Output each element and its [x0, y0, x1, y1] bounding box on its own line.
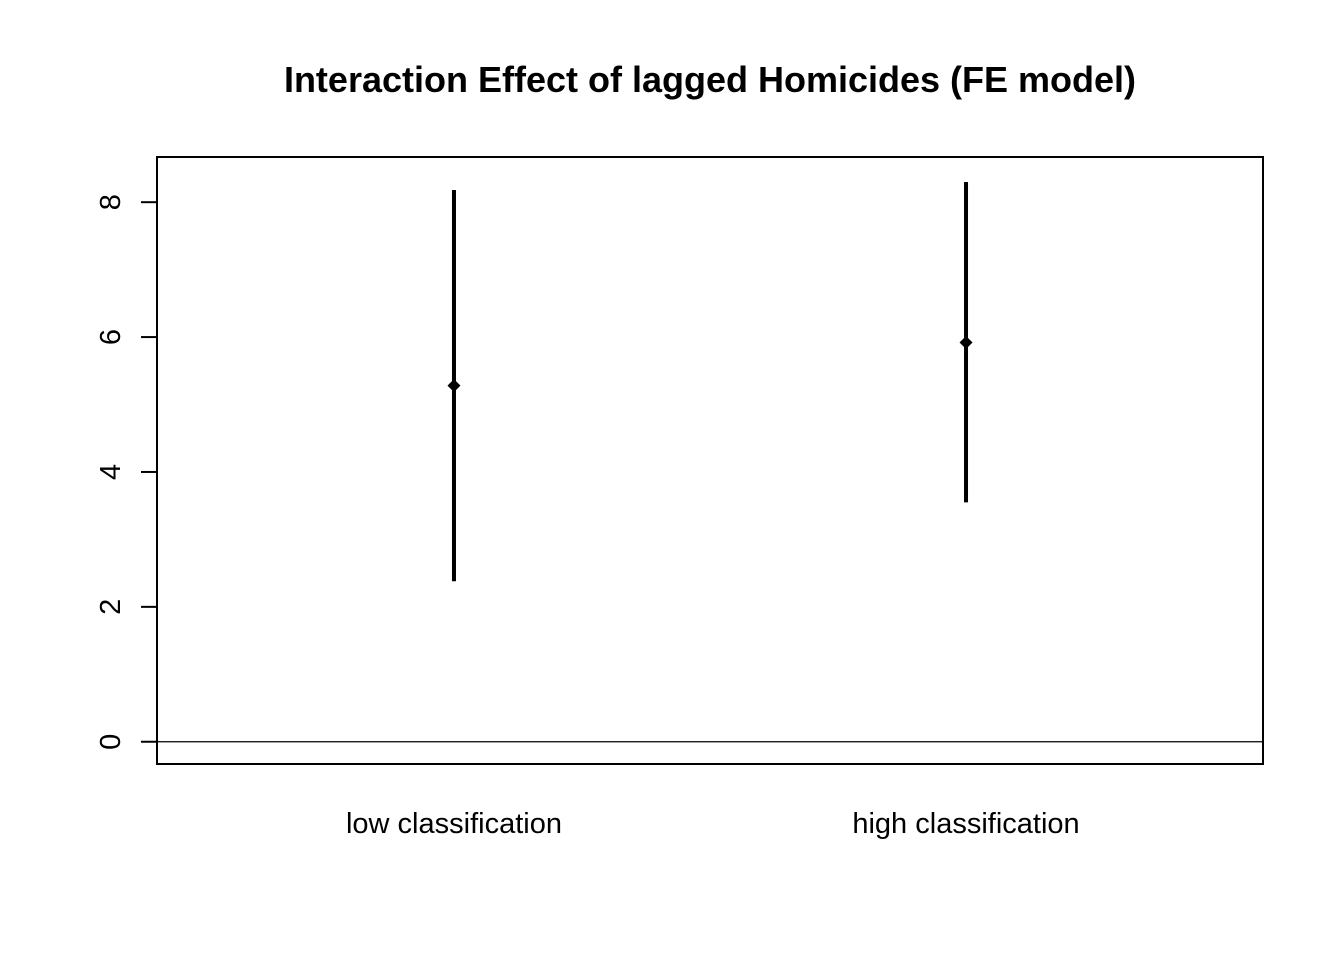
- x-category-labels: low classification high classification: [346, 808, 1080, 840]
- x-category-label: low classification: [346, 808, 562, 840]
- y-tick-label: 6: [95, 329, 127, 345]
- x-category-label: high classification: [852, 808, 1079, 840]
- plot-frame: [156, 156, 1264, 765]
- y-tick-label: 0: [95, 734, 127, 750]
- point-estimate-marker: [447, 379, 461, 393]
- y-tick-label: 4: [95, 464, 127, 480]
- y-axis: 0 2 4 6 8: [95, 194, 158, 750]
- error-bars: [447, 181, 973, 582]
- chart-title: Interaction Effect of lagged Homicides (…: [284, 59, 1136, 100]
- point-estimate-marker: [959, 335, 973, 349]
- y-tick-label: 8: [95, 194, 127, 210]
- y-tick-label: 2: [95, 599, 127, 615]
